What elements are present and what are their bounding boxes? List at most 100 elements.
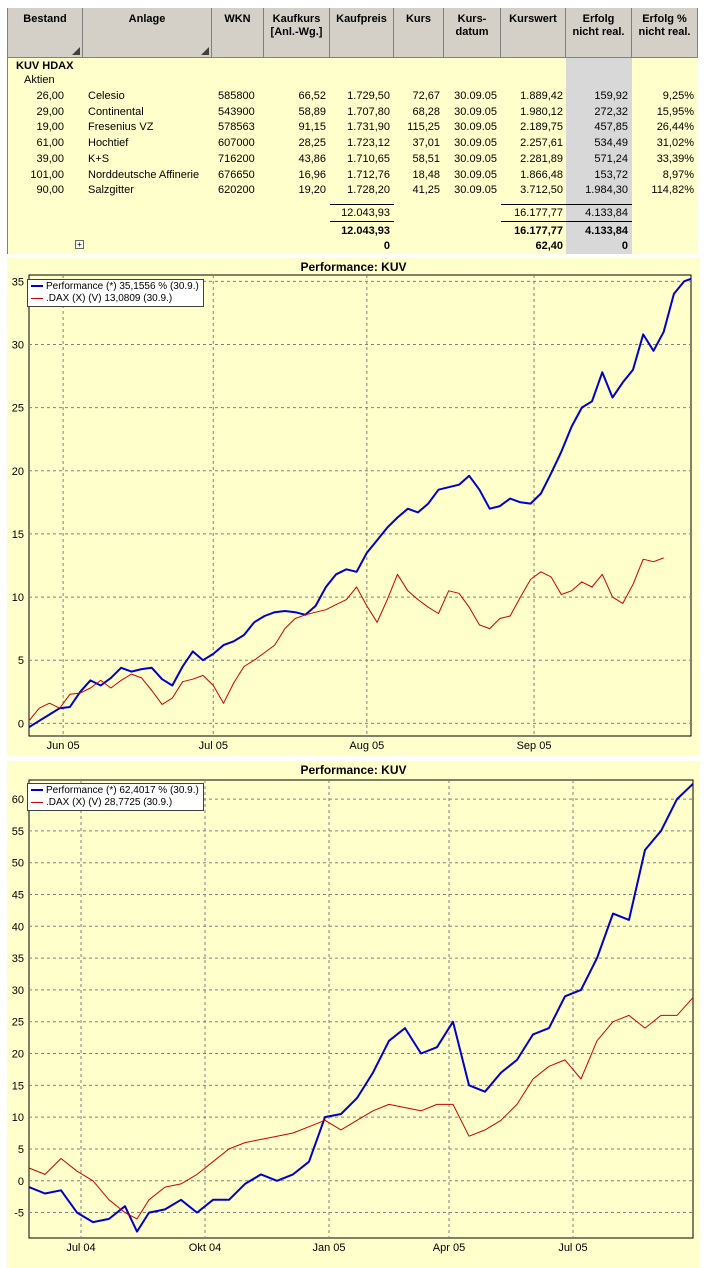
plot-area bbox=[28, 779, 694, 1239]
y-tick-label: -5 bbox=[14, 1208, 24, 1220]
sort-corner-icon bbox=[201, 47, 209, 55]
x-tick-label: Sep 05 bbox=[517, 740, 552, 752]
cell-kaufkurs: 91,15 bbox=[298, 121, 326, 134]
col-header-kursdatum[interactable]: Kurs- datum bbox=[444, 8, 501, 58]
group-label[interactable]: KUV HDAX bbox=[16, 60, 74, 72]
cell-erfolg: 534,49 bbox=[594, 137, 628, 150]
plot-area bbox=[28, 274, 692, 737]
series-line-performance bbox=[28, 277, 692, 729]
col-header-label: Bestand bbox=[23, 13, 67, 25]
cell-kaufkurs: 43,86 bbox=[298, 152, 326, 165]
subgroup-label[interactable]: Aktien bbox=[24, 74, 55, 86]
performance-chart-3m: Performance: KUV 0 5 10 15 20 25 30 35 Jun 05 Jul… bbox=[7, 258, 700, 756]
cell-erfolg: 159,92 bbox=[594, 90, 628, 102]
cell-kurswert: 2.281,89 bbox=[520, 152, 563, 165]
x-tick-label: Jul 04 bbox=[66, 1242, 95, 1254]
x-tick-label: Apr 05 bbox=[433, 1242, 465, 1254]
chart-plot: -5 0 5 10 15 20 25 30 35 40 45 50 55 60 Jul 04 Okt 04 Ja… bbox=[12, 779, 694, 1254]
cell-erfolg-pct: 26,44% bbox=[656, 121, 694, 134]
cell-bestand: 101,00 bbox=[30, 168, 64, 181]
cell-bestand: 19,00 bbox=[36, 121, 64, 134]
y-tick-label: 45 bbox=[12, 890, 24, 902]
sum-line-kurswert bbox=[501, 204, 632, 205]
legend-swatch-performance bbox=[31, 789, 43, 792]
cell-kaufpreis: 1.707,80 bbox=[347, 105, 390, 118]
x-tick-label: Aug 05 bbox=[349, 740, 384, 752]
col-header-anlage[interactable]: Anlage bbox=[83, 8, 212, 58]
legend-label: .DAX (X) (V) 13,0809 (30.9.) bbox=[46, 293, 173, 304]
cell-kurswert: 3.712,50 bbox=[520, 184, 563, 197]
y-tick-label: 5 bbox=[18, 1144, 24, 1156]
cell-wkn: 607000 bbox=[218, 137, 255, 150]
total-line-kaufpreis bbox=[330, 221, 394, 222]
cell-erfolg: 153,72 bbox=[594, 168, 628, 181]
col-header-erfolg[interactable]: Erfolg nicht real. bbox=[566, 8, 632, 58]
col-header-label: [Anl.-Wg.] bbox=[270, 26, 323, 38]
cell-anlage: Norddeutsche Affinerie bbox=[88, 168, 200, 181]
cell-erfolg-pct: 31,02% bbox=[656, 137, 694, 150]
cell-kurs: 58,51 bbox=[412, 152, 440, 165]
legend-item-dax: .DAX (X) (V) 13,0809 (30.9.) bbox=[31, 293, 199, 305]
cell-kurs: 37,01 bbox=[412, 137, 440, 150]
cell-erfolg-pct: 8,97% bbox=[662, 168, 694, 181]
cell-wkn: 578563 bbox=[218, 121, 255, 134]
y-tick-label: 30 bbox=[12, 985, 24, 997]
cell-bestand: 39,00 bbox=[36, 152, 64, 165]
y-tick-label: 25 bbox=[12, 1017, 24, 1029]
col-header-label: WKN bbox=[224, 13, 251, 25]
cell-datum: 30.09.05 bbox=[454, 137, 497, 150]
cell-kaufpreis: 1.723,12 bbox=[347, 137, 390, 150]
col-header-kaufkurs[interactable]: Kaufkurs [Anl.-Wg.] bbox=[264, 8, 330, 58]
legend-swatch-dax bbox=[31, 801, 43, 803]
cell-kaufpreis: 1.728,20 bbox=[347, 184, 390, 197]
cell-kaufkurs: 58,89 bbox=[298, 105, 326, 118]
cell-kurs: 68,28 bbox=[412, 105, 440, 118]
col-header-erfolg-pct[interactable]: Erfolg % nicht real. bbox=[632, 8, 698, 58]
total-kurswert: 16.177,77 bbox=[514, 225, 563, 237]
y-tick-label: 55 bbox=[12, 826, 24, 838]
performance-chart-1y: Performance: KUV -5 0 5 10 15 20 25 30 35 40 45 50 5… bbox=[7, 761, 700, 1268]
y-tick-label: 35 bbox=[12, 953, 24, 965]
y-tick-label: 25 bbox=[12, 403, 24, 415]
col-header-wkn[interactable]: WKN bbox=[212, 8, 264, 58]
col-header-kaufpreis[interactable]: Kaufpreis bbox=[330, 8, 394, 58]
legend-label: Performance (*) 62,4017 % (30.9.) bbox=[46, 785, 199, 796]
cell-erfolg: 457,85 bbox=[594, 121, 628, 134]
cell-kaufpreis: 1.729,50 bbox=[347, 90, 390, 102]
cell-kurs: 72,67 bbox=[412, 90, 440, 102]
cell-kurs: 41,25 bbox=[412, 184, 440, 197]
y-tick-label: 0 bbox=[18, 718, 24, 730]
cell-datum: 30.09.05 bbox=[454, 168, 497, 181]
total-erfolg: 4.133,84 bbox=[585, 225, 628, 237]
cell-kurs: 115,25 bbox=[407, 121, 440, 134]
cell-bestand: 61,00 bbox=[36, 137, 64, 150]
y-tick-label: 10 bbox=[12, 1112, 24, 1124]
legend-item-performance: Performance (*) 35,1556 % (30.9.) bbox=[31, 281, 199, 293]
cell-bestand: 29,00 bbox=[36, 105, 64, 118]
y-tick-label: 40 bbox=[12, 921, 24, 933]
cell-erfolg-pct: 114,82% bbox=[651, 184, 694, 197]
y-tick-label: 20 bbox=[12, 466, 24, 478]
cell-bestand: 90,00 bbox=[36, 184, 64, 197]
legend-item-performance: Performance (*) 62,4017 % (30.9.) bbox=[31, 785, 199, 797]
cell-erfolg-pct: 15,95% bbox=[656, 105, 694, 118]
chart-legend: Performance (*) 62,4017 % (30.9.) .DAX (… bbox=[27, 783, 204, 811]
col-header-kurswert[interactable]: Kurswert bbox=[501, 8, 566, 58]
cell-erfolg-pct: 9,25% bbox=[662, 90, 694, 102]
series-line-performance bbox=[28, 783, 694, 1233]
cell-erfolg: 571,24 bbox=[594, 152, 628, 165]
col-header-bestand[interactable]: Bestand bbox=[8, 8, 83, 58]
y-tick-label: 35 bbox=[12, 276, 24, 288]
cell-kurswert: 2.189,75 bbox=[520, 121, 563, 134]
sort-corner-icon bbox=[72, 47, 80, 55]
y-tick-label: 15 bbox=[12, 1080, 24, 1092]
col-header-kurs[interactable]: Kurs bbox=[394, 8, 444, 58]
cell-kurswert: 1.980,12 bbox=[520, 105, 563, 118]
cell-erfolg: 1.984,30 bbox=[585, 184, 628, 197]
cell-datum: 30.09.05 bbox=[454, 184, 497, 197]
chart-title: Performance: KUV bbox=[300, 763, 407, 777]
y-tick-label: 0 bbox=[18, 1176, 24, 1188]
col-header-label: datum bbox=[455, 26, 489, 38]
expand-icon[interactable]: + bbox=[75, 240, 84, 249]
col-header-label: Kaufkurs bbox=[272, 13, 321, 25]
